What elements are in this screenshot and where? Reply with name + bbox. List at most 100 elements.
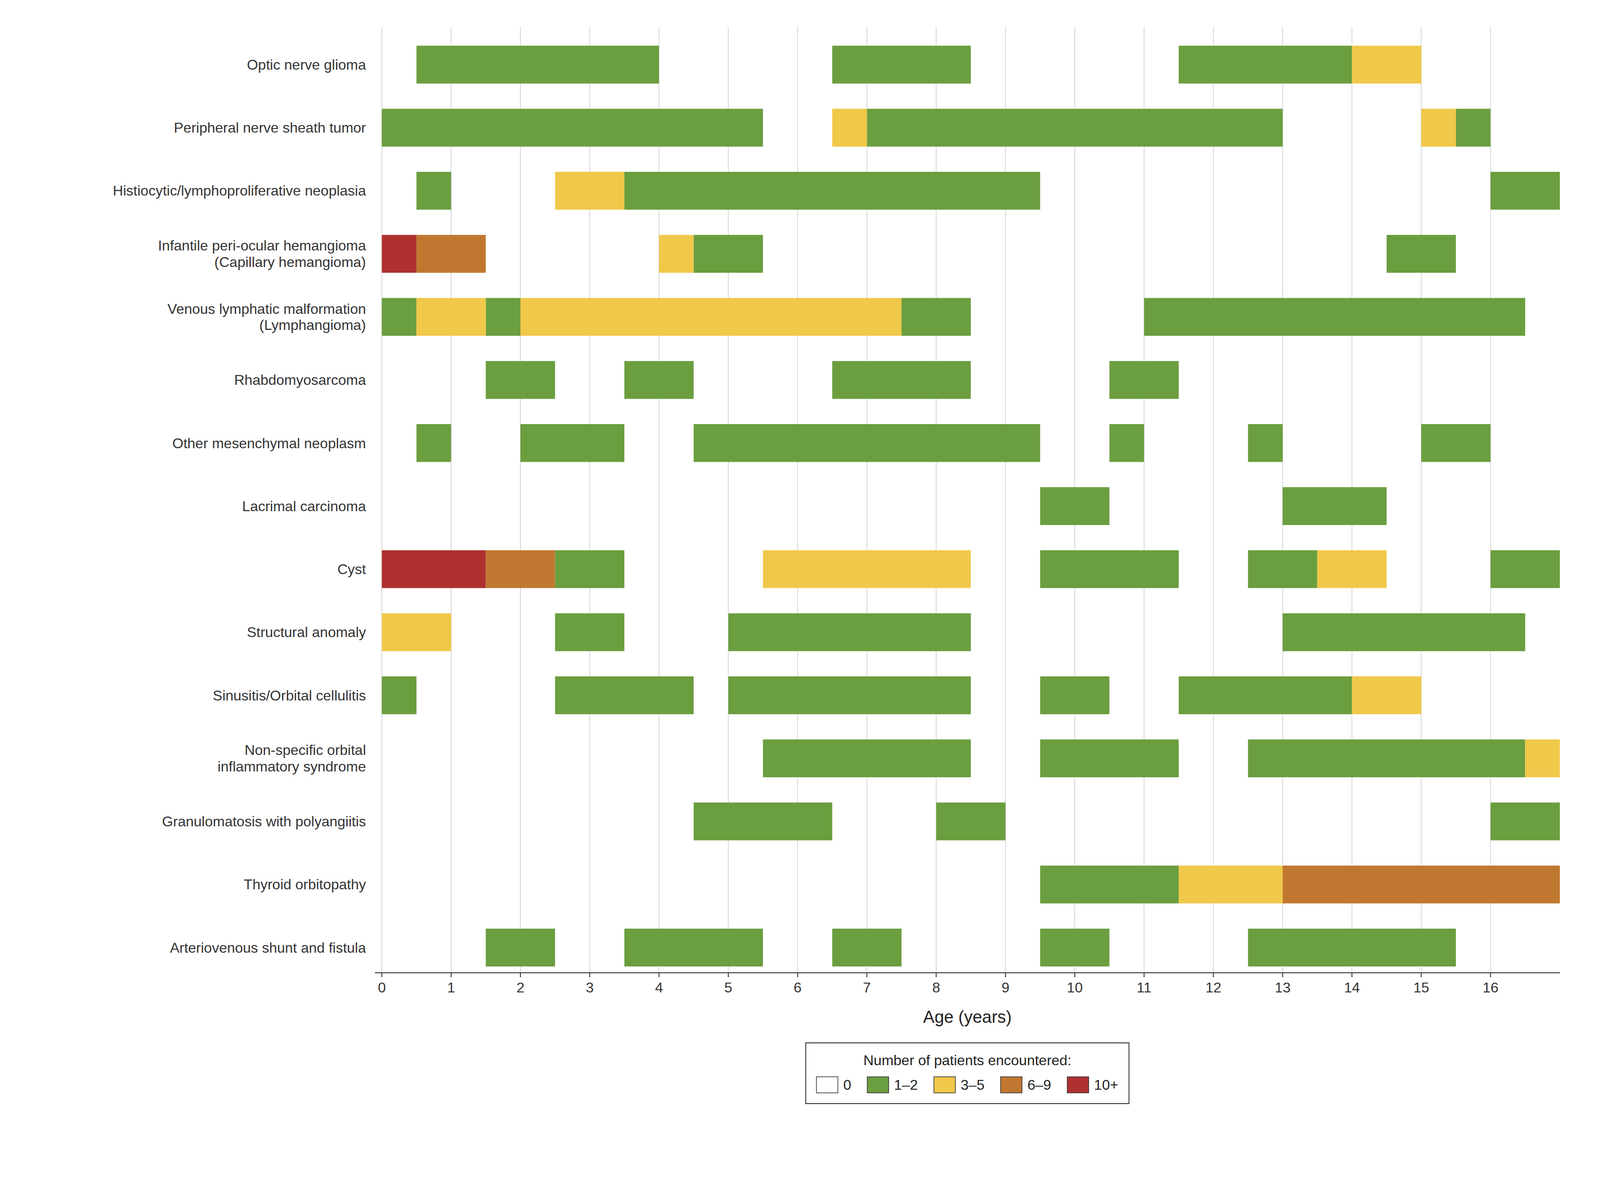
bar-segment (728, 676, 971, 715)
legend-label: 1–2 (893, 1076, 918, 1093)
bar-segment (1525, 739, 1560, 778)
category-label-line: Thyroid orbitopathy (243, 876, 366, 893)
category-label-line: Other mesenchymal neoplasm (172, 435, 366, 452)
x-tick (1143, 972, 1145, 977)
legend-item: 10+ (1067, 1076, 1118, 1093)
bar-segment (1282, 486, 1387, 525)
bar-segment (1178, 676, 1352, 715)
bar-segment (624, 361, 694, 399)
x-axis-label: Age (years) (922, 1006, 1012, 1027)
x-tick (1213, 972, 1214, 977)
bar-segment (382, 297, 417, 336)
bar-segment (416, 423, 452, 462)
x-tick-label: 7 (862, 979, 871, 996)
bar-segment (1178, 865, 1283, 904)
bar-segment (1040, 865, 1180, 904)
category-label: Granulomatosis with polyangiitis (162, 813, 366, 830)
x-tick-label: 11 (1136, 979, 1152, 996)
category-label-line: Cyst (337, 561, 366, 578)
x-tick-label: 10 (1066, 979, 1083, 996)
bar-segment (1040, 486, 1110, 525)
x-tick (519, 972, 521, 977)
bar-segment (1282, 613, 1456, 652)
chart: 012345678910111213141516Age (years)Optic… (0, 0, 1600, 1196)
x-tick-label: 1 (447, 979, 456, 996)
x-tick-label: 6 (793, 979, 802, 996)
category-label-line: Structural anomaly (246, 623, 366, 640)
bar-segment (1455, 613, 1526, 652)
bar-segment (1490, 802, 1560, 841)
category-label: Non-specific orbitalinflammatory syndrom… (217, 741, 366, 775)
bar-segment (382, 108, 764, 147)
x-tick (866, 972, 868, 977)
bar-segment (866, 108, 1283, 147)
bar-segment (832, 361, 972, 399)
category-label: Other mesenchymal neoplasm (172, 435, 366, 452)
legend-item: 0 (816, 1076, 852, 1093)
x-tick-label: 9 (1001, 979, 1010, 996)
legend-item: 1–2 (867, 1076, 918, 1093)
category-label-line: (Capillary hemangioma) (214, 253, 366, 271)
category-label: Venous lymphatic malformation(Lymphangio… (167, 300, 366, 334)
category-label: Structural anomaly (246, 623, 366, 640)
category-label-line: inflammatory syndrome (217, 758, 366, 775)
bar-segment (382, 550, 487, 589)
bar-segment (832, 928, 902, 967)
bar-segment (1490, 550, 1560, 589)
legend-swatch (816, 1076, 838, 1093)
bar-segment (762, 739, 971, 778)
x-tick-label: 5 (724, 979, 733, 996)
category-label-line: Rhabdomyosarcoma (234, 371, 366, 388)
bar-segment (1386, 234, 1456, 273)
bar-segment (485, 550, 555, 589)
grid-line (381, 26, 383, 973)
bar-segment (1351, 676, 1422, 715)
bar-segment (624, 928, 764, 967)
legend-frame (805, 1042, 1129, 1104)
category-label-line: Venous lymphatic malformation (167, 300, 366, 317)
background (0, 0, 1600, 1196)
grid-line (450, 26, 452, 973)
bar-segment (555, 676, 695, 715)
legend-swatch (1067, 1076, 1089, 1093)
x-axis: 012345678910111213141516 (374, 972, 1560, 996)
category-label: Thyroid orbitopathy (243, 876, 366, 893)
bar-segment (382, 676, 417, 715)
bar-segment (1040, 550, 1180, 589)
category-label-line: Histiocytic/lymphoproliferative neoplasi… (112, 182, 367, 199)
x-tick (1351, 972, 1353, 977)
grid-line (658, 26, 660, 973)
y-axis: Optic nerve glioma Peripheral nerve sheat… (112, 56, 367, 956)
bar-segment (1490, 171, 1560, 210)
category-label-line: (Lymphangioma) (259, 316, 366, 333)
bar-segment (1178, 45, 1352, 84)
category-label: Optic nerve glioma (246, 56, 366, 73)
legend-swatch (867, 1076, 889, 1093)
bar-segment (659, 234, 695, 273)
x-axis-line (374, 972, 1560, 973)
bar-segment (1421, 423, 1491, 462)
legend: Number of patients encountered: 0 1–2 3–5 6–… (805, 1042, 1129, 1104)
x-tick (727, 972, 729, 977)
category-label: Cyst (337, 561, 366, 578)
x-tick (381, 972, 383, 977)
bar-segment (416, 45, 659, 84)
bar-segment (520, 423, 625, 462)
legend-swatch (934, 1076, 956, 1093)
bar-segment (416, 297, 486, 336)
category-label-line: Lacrimal carcinoma (242, 498, 367, 515)
legend-title: Number of patients encountered: (863, 1051, 1072, 1069)
legend-item: 3–5 (934, 1076, 985, 1093)
bar-segment (1247, 550, 1318, 589)
bar-segment (1247, 423, 1283, 462)
x-tick (797, 972, 798, 977)
bar-segment (728, 613, 971, 652)
category-label-line: Granulomatosis with polyangiitis (162, 813, 366, 830)
category-label-line: Infantile peri-ocular hemangioma (157, 237, 366, 254)
bar-segment (485, 928, 555, 967)
bar-segment (762, 550, 971, 589)
legend-item: 6–9 (1000, 1076, 1052, 1093)
bar-segment (485, 361, 555, 399)
category-label: Sinusitis/Orbital cellulitis (212, 687, 366, 704)
category-label: Peripheral nerve sheath tumor (174, 119, 367, 136)
